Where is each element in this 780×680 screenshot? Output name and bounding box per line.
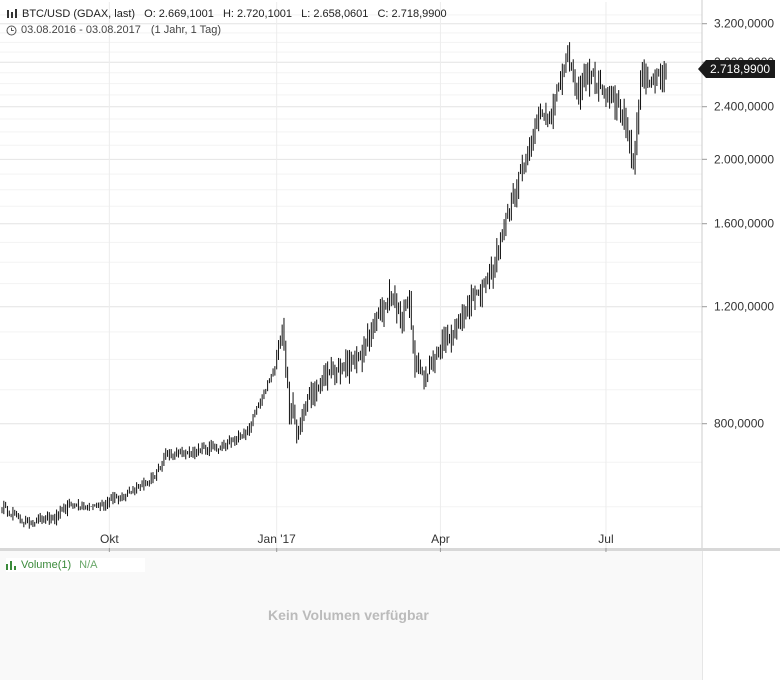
- high-value: H: 2.720,1001: [222, 8, 293, 20]
- volume-name: Volume(1): [21, 559, 72, 571]
- low-value: L: 2.658,0601: [301, 8, 369, 20]
- ohlc-row: BTC/USD (GDAX, last) O: 2.669,1001 H: 2.…: [6, 6, 453, 22]
- close-value: C: 2.718,9900: [377, 8, 447, 20]
- last-price-tag: 2.718,9900: [697, 60, 776, 78]
- volume-indicator-label[interactable]: Volume(1) N/A: [6, 558, 146, 572]
- y-tick-label: 1.600,0000: [714, 217, 774, 231]
- volume-value: N/A: [79, 559, 98, 571]
- chart-grid: [0, 2, 702, 548]
- x-tick-label: Apr: [431, 532, 450, 546]
- x-tick-label: Jan '17: [258, 532, 297, 546]
- range-row: 03.08.2016 - 03.08.2017 (1 Jahr, 1 Tag): [6, 22, 453, 38]
- y-axis: 800,0000 1.200,0000 1.600,0000 2.000,0000 2.…: [702, 17, 774, 431]
- y-tick-label: 3.200,0000: [714, 17, 774, 31]
- period-label: (1 Jahr, 1 Tag): [150, 24, 222, 36]
- candle-type-icon[interactable]: [6, 9, 18, 19]
- chart-header: BTC/USD (GDAX, last) O: 2.669,1001 H: 2.…: [6, 6, 453, 38]
- x-tick-label: Okt: [100, 532, 119, 546]
- clock-icon[interactable]: [6, 25, 17, 36]
- pane-splitter[interactable]: [0, 548, 780, 551]
- y-tick-label: 2.400,0000: [714, 100, 774, 114]
- volume-pane: [0, 551, 702, 680]
- x-axis: Okt Jan '17 Apr Jul: [100, 532, 614, 552]
- symbol-label: BTC/USD (GDAX, last): [22, 8, 136, 20]
- candlestick-series: [1, 42, 667, 529]
- volume-bars-icon: [6, 560, 16, 570]
- y-tick-label: 800,0000: [714, 417, 764, 431]
- no-volume-message: Kein Volumen verfügbar: [268, 607, 429, 623]
- y-tick-label: 2.000,0000: [714, 152, 774, 166]
- open-value: O: 2.669,1001: [144, 8, 214, 20]
- x-tick-label: Jul: [598, 532, 613, 546]
- date-range: 03.08.2016 - 03.08.2017: [21, 24, 141, 36]
- y-tick-label: 1.200,0000: [714, 300, 774, 314]
